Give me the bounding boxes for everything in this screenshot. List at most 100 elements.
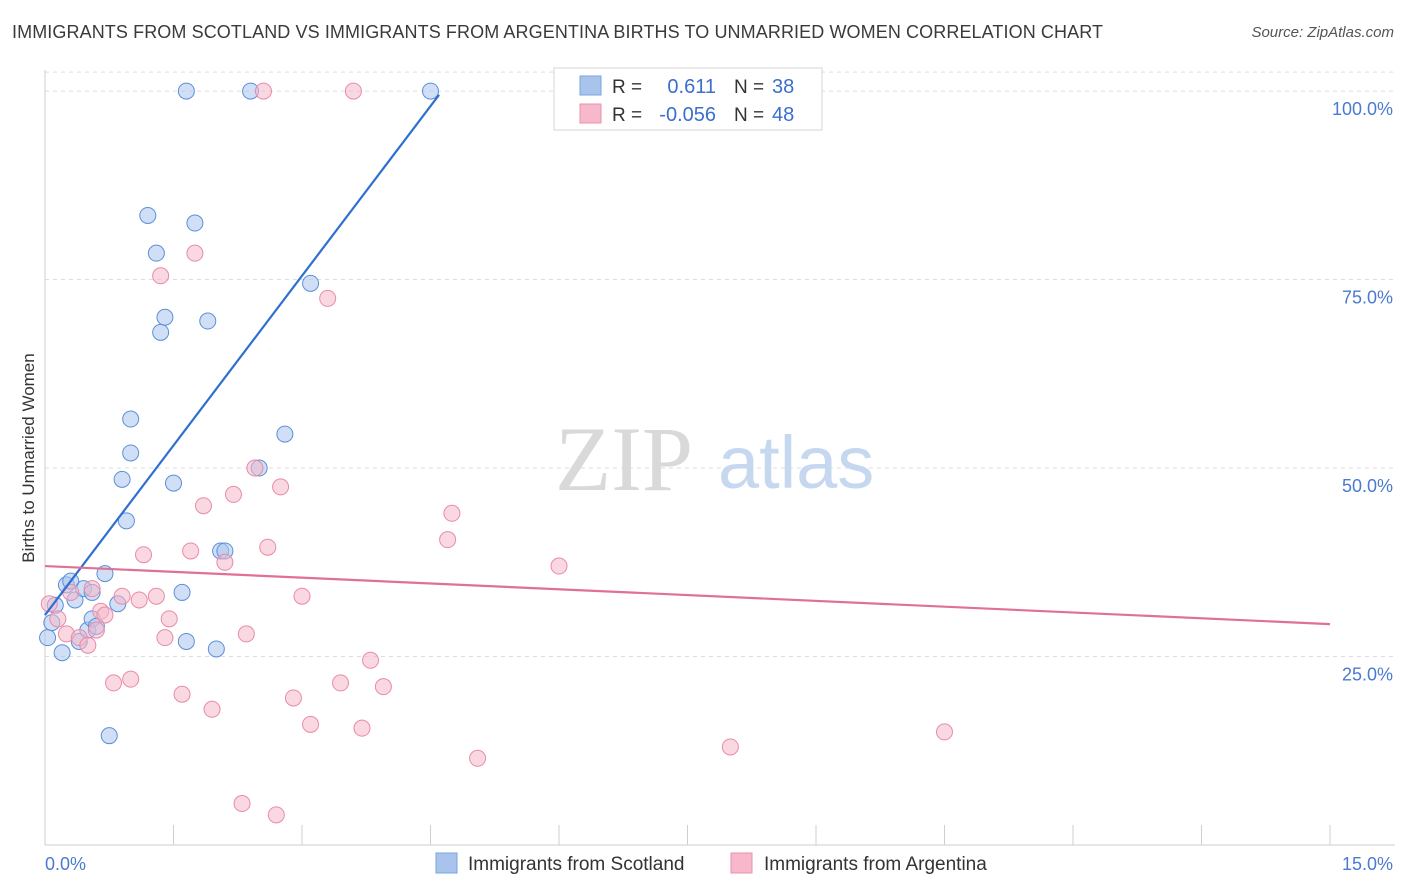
bottom-legend: Immigrants from Scotland Immigrants from… — [435, 852, 987, 875]
point-scotland-26 — [199, 312, 217, 330]
point-argentina-30 — [259, 538, 277, 556]
y-tick-labels: 100.0% 75.0% 50.0% 25.0% — [1332, 99, 1393, 684]
point-argentina-21 — [186, 244, 204, 262]
point-argentina-45 — [550, 557, 568, 575]
point-scotland-16 — [122, 444, 140, 462]
y-tick-label-1: 75.0% — [1342, 288, 1393, 308]
point-argentina-43 — [443, 504, 461, 522]
point-argentina-31 — [267, 806, 285, 824]
x-tick-label-max: 15.0% — [1342, 854, 1393, 874]
trend-line-scotland — [44, 94, 440, 616]
point-argentina-36 — [319, 289, 337, 307]
point-scotland-18 — [139, 206, 157, 224]
correlation-legend: R = 0.611 N = 38 R = -0.056 N = 48 — [553, 67, 823, 131]
data-points — [39, 82, 953, 824]
point-argentina-5 — [79, 636, 97, 654]
legend-n-value-argentina: 48 — [772, 104, 794, 126]
y-tick-label-3: 25.0% — [1342, 665, 1393, 685]
point-argentina-10 — [105, 674, 123, 692]
point-argentina-47 — [936, 723, 953, 741]
point-argentina-35 — [302, 715, 320, 733]
point-argentina-46 — [721, 738, 739, 756]
point-argentina-15 — [147, 587, 165, 605]
source-label: Source: ZipAtlas.com — [1251, 24, 1394, 41]
point-scotland-3 — [53, 644, 71, 662]
trend-lines — [44, 94, 1331, 626]
point-argentina-7 — [87, 621, 105, 639]
point-argentina-29 — [254, 82, 272, 100]
point-scotland-24 — [177, 632, 195, 650]
point-scotland-33 — [276, 425, 294, 443]
point-argentina-24 — [216, 553, 234, 571]
point-argentina-0 — [40, 595, 58, 613]
point-argentina-17 — [156, 629, 174, 647]
point-argentina-11 — [113, 587, 131, 605]
point-argentina-12 — [122, 670, 140, 688]
point-argentina-6 — [83, 580, 101, 598]
point-argentina-13 — [130, 591, 148, 609]
point-argentina-19 — [173, 685, 191, 703]
legend-n-label-scotland: N = — [734, 77, 764, 98]
point-argentina-26 — [233, 795, 251, 813]
point-scotland-27 — [207, 640, 225, 658]
point-scotland-19 — [147, 244, 165, 262]
y-tick-label-2: 50.0% — [1342, 476, 1393, 496]
x-tick-label-min: 0.0% — [45, 854, 86, 874]
legend-r-label-scotland: R = — [612, 77, 642, 98]
point-scotland-0 — [39, 629, 57, 647]
x-ticks — [44, 825, 1331, 845]
y-tick-label-0: 100.0% — [1332, 99, 1393, 119]
point-argentina-9 — [96, 606, 114, 624]
y-axis-label: Births to Unmarried Women — [19, 353, 38, 562]
point-scotland-21 — [156, 308, 174, 326]
point-argentina-22 — [194, 497, 212, 515]
point-argentina-37 — [332, 674, 350, 692]
point-scotland-30 — [177, 82, 195, 100]
watermark-zip: ZIP — [555, 408, 693, 510]
point-argentina-40 — [362, 651, 380, 669]
point-argentina-38 — [344, 82, 362, 100]
watermark-atlas: atlas — [718, 421, 874, 504]
point-argentina-39 — [353, 719, 371, 737]
point-argentina-27 — [237, 625, 255, 643]
point-scotland-35 — [422, 82, 439, 100]
point-argentina-34 — [293, 587, 311, 605]
point-argentina-16 — [152, 267, 170, 285]
point-argentina-32 — [272, 478, 290, 496]
point-argentina-23 — [203, 700, 221, 718]
point-argentina-44 — [469, 749, 487, 767]
point-argentina-18 — [160, 610, 178, 628]
gridlines — [45, 71, 1393, 658]
bottom-legend-label-scotland: Immigrants from Scotland — [468, 854, 684, 875]
legend-swatch-scotland — [579, 75, 602, 96]
legend-r-value-scotland: 0.611 — [667, 76, 716, 98]
point-argentina-33 — [284, 689, 302, 707]
point-argentina-20 — [182, 542, 200, 560]
bottom-legend-swatch-scotland — [435, 852, 458, 874]
point-argentina-14 — [135, 546, 153, 564]
bottom-legend-label-argentina: Immigrants from Argentina — [764, 854, 987, 875]
legend-r-value-argentina: -0.056 — [659, 104, 716, 126]
point-argentina-42 — [439, 531, 457, 549]
point-scotland-12 — [100, 727, 118, 745]
point-scotland-23 — [173, 583, 191, 601]
chart-title: IMMIGRANTS FROM SCOTLAND VS IMMIGRANTS F… — [12, 22, 1104, 42]
point-argentina-41 — [374, 678, 392, 696]
bottom-legend-swatch-argentina — [730, 852, 753, 874]
watermark: ZIP atlas — [555, 408, 874, 510]
point-argentina-1 — [49, 610, 67, 628]
point-scotland-25 — [186, 214, 204, 232]
point-argentina-28 — [246, 459, 264, 477]
legend-r-label-argentina: R = — [612, 105, 642, 126]
point-scotland-34 — [302, 274, 320, 292]
legend-n-value-scotland: 38 — [772, 76, 794, 98]
axes — [44, 70, 1395, 846]
point-argentina-25 — [224, 485, 242, 503]
point-scotland-14 — [113, 470, 131, 488]
legend-n-label-argentina: N = — [734, 105, 764, 126]
point-scotland-20 — [152, 323, 170, 341]
point-scotland-15 — [117, 512, 135, 530]
trend-line-argentina — [44, 564, 1331, 626]
legend-swatch-argentina — [579, 103, 602, 124]
